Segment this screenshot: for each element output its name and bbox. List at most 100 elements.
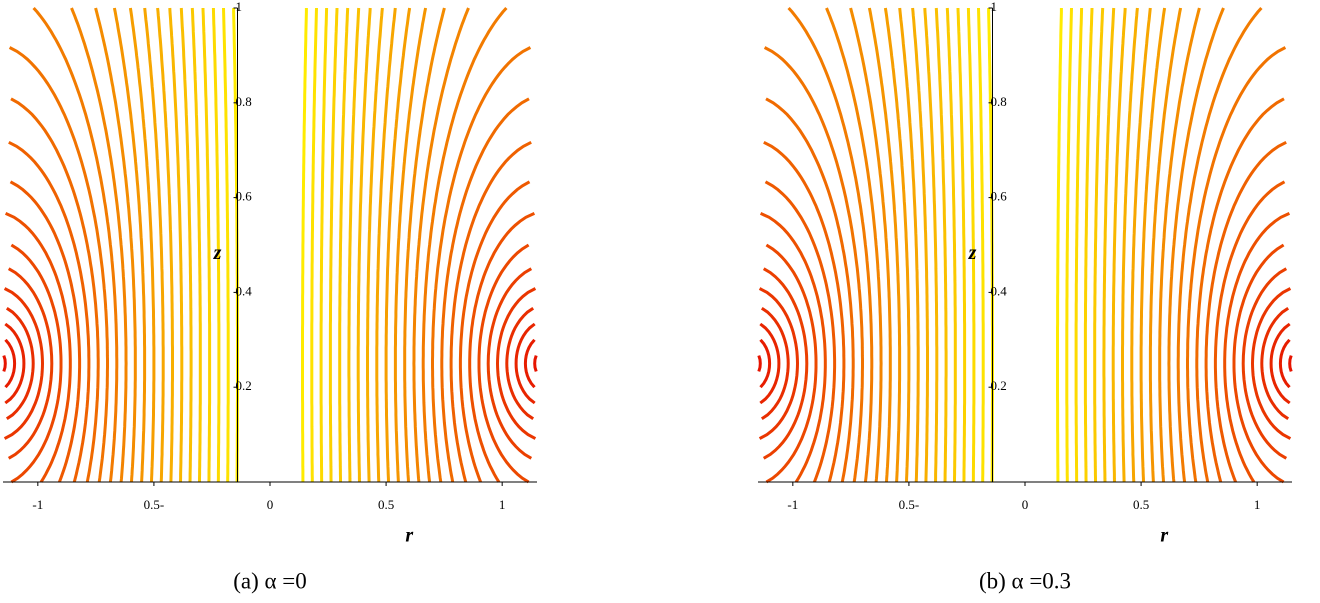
y-tick-label: 0.8 <box>235 94 251 109</box>
y-tick-label: 0.6 <box>235 189 252 204</box>
contour-line <box>211 7 221 483</box>
contour-line <box>8 46 109 483</box>
contour-line <box>758 287 800 440</box>
contour-line <box>1186 46 1287 483</box>
contour-line <box>533 355 538 372</box>
contour-line <box>1093 7 1105 482</box>
x-axis-label: r <box>405 525 413 547</box>
contour-line <box>1223 212 1291 483</box>
contour-line <box>222 7 230 482</box>
contour-line <box>10 243 63 484</box>
contour-line <box>1102 7 1116 483</box>
x-tick-label: 0 <box>267 497 274 512</box>
contour-line <box>759 212 827 483</box>
contour-line <box>759 322 781 405</box>
contour-line <box>301 8 308 482</box>
contour-line <box>4 212 72 483</box>
contour-line <box>1250 287 1292 440</box>
contour-line <box>763 140 846 483</box>
contour-line <box>112 7 147 483</box>
contour-line <box>3 287 45 440</box>
contour-line <box>328 7 339 483</box>
contour-line <box>514 322 536 405</box>
x-tick-label: -1 <box>787 497 798 512</box>
contour-line <box>763 46 864 483</box>
contour-line <box>412 7 470 483</box>
contour-line <box>168 7 184 483</box>
contour-line <box>477 243 530 484</box>
x-tick-label: 0.5- <box>144 497 165 512</box>
x-tick-label: 1 <box>1254 497 1261 512</box>
contour-line <box>934 7 948 483</box>
contour-line <box>32 6 119 483</box>
contour-line <box>1213 180 1286 483</box>
contour-line <box>757 355 762 372</box>
x-tick-label: -1 <box>32 497 43 512</box>
contour-line <box>911 7 929 483</box>
contour-line <box>310 7 318 482</box>
contour-line <box>70 7 128 483</box>
contour-line <box>883 7 911 483</box>
contour-line <box>1074 7 1084 483</box>
contour-line <box>945 7 957 482</box>
x-axis-label: r <box>1160 525 1168 547</box>
contour-line <box>4 338 17 389</box>
contour-line <box>2 355 7 372</box>
contour-line <box>495 287 537 440</box>
contour-line <box>1260 306 1290 421</box>
contour-line <box>1176 6 1263 483</box>
contour-line <box>1204 140 1287 483</box>
contour-line <box>7 267 54 460</box>
contour-line <box>765 97 855 483</box>
contour-line <box>403 7 446 483</box>
contour-line <box>849 7 892 483</box>
contour-line <box>8 140 91 483</box>
contour-line <box>366 7 384 483</box>
y-tick-label: 0.6 <box>990 189 1007 204</box>
y-tick-label: 0.4 <box>990 283 1007 298</box>
contour-line <box>1269 322 1291 405</box>
contour-line <box>9 180 82 483</box>
contour-line <box>201 7 212 483</box>
contour-line <box>440 97 530 483</box>
contour-line <box>505 306 535 421</box>
contour-line <box>977 7 985 482</box>
contour-line <box>966 7 976 483</box>
x-tick-label: 0.5- <box>899 497 920 512</box>
contour-line <box>128 7 156 483</box>
caption: (b) α =0.3 <box>979 568 1071 593</box>
x-tick-label: 0.5 <box>378 497 394 512</box>
contour-line <box>232 8 239 482</box>
contour-line <box>1083 7 1094 483</box>
contour-line <box>825 7 883 483</box>
contour-line <box>156 7 174 483</box>
contour-line <box>179 7 193 483</box>
contour-line <box>356 7 372 483</box>
contour-line <box>762 267 809 460</box>
contour-line <box>1288 355 1293 372</box>
contour-line <box>347 7 361 483</box>
contour-line <box>956 7 967 483</box>
contour-line <box>468 212 536 483</box>
contour-line <box>1167 7 1225 483</box>
caption: (a) α =0 <box>233 568 307 593</box>
contour-line <box>190 7 202 482</box>
contour-line <box>94 7 137 483</box>
contour-line <box>421 6 508 483</box>
x-tick-label: 0 <box>1022 497 1029 512</box>
contour-line <box>1241 267 1288 460</box>
contour-line <box>1195 97 1285 483</box>
contour-line <box>1121 7 1139 483</box>
contour-line <box>765 243 818 484</box>
contour-line <box>923 7 939 483</box>
contour-line <box>1158 7 1201 483</box>
contour-line <box>764 180 837 483</box>
contour-line <box>384 7 412 483</box>
contour-line <box>10 97 100 483</box>
contour-line <box>1056 8 1063 482</box>
contour-line <box>319 7 329 483</box>
contour-line <box>523 338 536 389</box>
contour-line <box>1148 7 1183 483</box>
contour-line <box>5 306 35 421</box>
